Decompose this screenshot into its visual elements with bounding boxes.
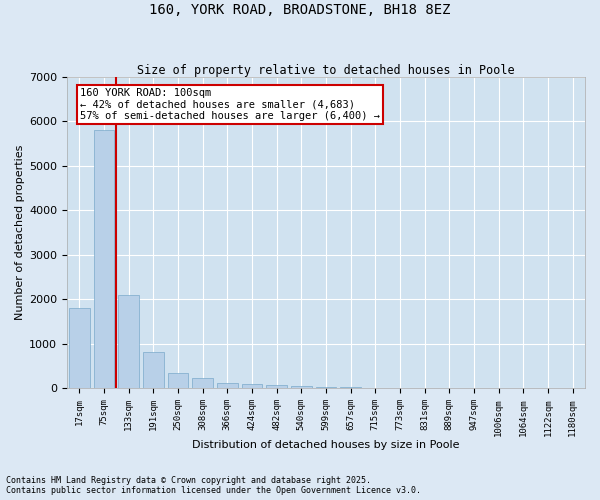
Bar [69, 308, 90, 388]
Bar [118, 295, 139, 388]
Bar [266, 386, 287, 388]
Text: 160 YORK ROAD: 100sqm
← 42% of detached houses are smaller (4,683)
57% of semi-d: 160 YORK ROAD: 100sqm ← 42% of detached … [80, 88, 380, 122]
Title: Size of property relative to detached houses in Poole: Size of property relative to detached ho… [137, 64, 515, 77]
Bar [167, 373, 188, 388]
Bar [291, 386, 312, 388]
Text: Contains HM Land Registry data © Crown copyright and database right 2025.
Contai: Contains HM Land Registry data © Crown c… [6, 476, 421, 495]
Bar [192, 378, 213, 388]
Bar [143, 352, 164, 389]
Bar [316, 386, 337, 388]
Y-axis label: Number of detached properties: Number of detached properties [15, 145, 25, 320]
Text: 160, YORK ROAD, BROADSTONE, BH18 8EZ: 160, YORK ROAD, BROADSTONE, BH18 8EZ [149, 2, 451, 16]
Bar [242, 384, 262, 388]
Bar [94, 130, 115, 388]
Bar [217, 382, 238, 388]
X-axis label: Distribution of detached houses by size in Poole: Distribution of detached houses by size … [192, 440, 460, 450]
